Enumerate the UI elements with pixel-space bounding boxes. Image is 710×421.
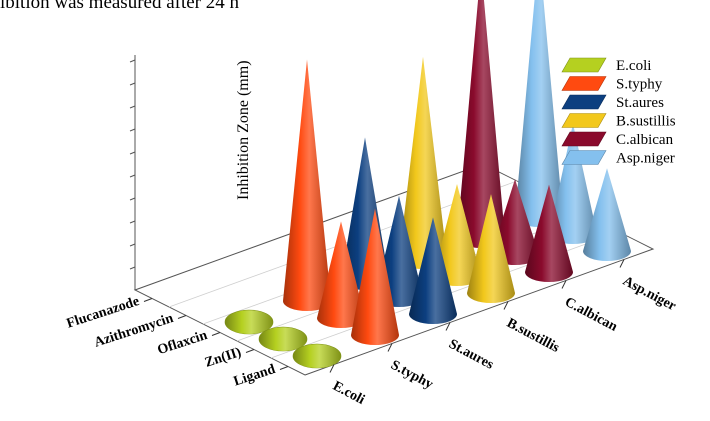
legend-label-s-typhy: S.typhy [616,77,663,93]
x-tick-label-e-coli: E.coli [330,379,367,408]
z-axis-tick [129,59,136,63]
chart-legend: E.coli S.typhy St.aures B.sustillis C.albica… [561,57,676,167]
caption-text: ibition was measured after 24 h [0,0,240,13]
cone-ligand-c-albican [525,184,573,282]
y-tick [177,315,187,319]
legend-swatch-st-aures [561,94,607,110]
cone-oflaxcin-c-albican [457,0,505,248]
y-tick [245,349,255,353]
cone-zn-ii-c-albican [491,179,539,265]
z-axis-tick [129,82,136,86]
x-tick [329,364,335,373]
cones [224,0,631,369]
cone-oflaxcin-e-coli [224,309,274,335]
cone-oflaxcin-s-typhy [283,59,331,311]
z-axis-label: Inhibition Zone (mm) [235,60,252,200]
cone-ligand-asp-niger [583,168,631,261]
cone-ligand-st-aures [409,217,457,324]
legend-label-b-sustillis: B.sustillis [616,114,676,130]
z-axis-tick [129,243,136,247]
legend-swatch-asp-niger [561,150,607,165]
cone-ligand-e-coli [292,343,342,369]
cone-ligand-b-sustillis [467,194,515,303]
y-tick [143,298,153,302]
cone-zn-ii-e-coli [258,326,308,352]
legend-label-c-albican: C.albican [616,132,674,148]
z-axis-tick [129,105,136,109]
z-axis-tick [129,128,136,132]
legend-swatch-e-coli [561,57,607,73]
z-axis-tick [129,174,136,178]
cone-oflaxcin-b-sustillis [399,56,447,269]
x-tick-label-s-typhy: S.typhy [388,358,435,393]
z-axis-tick [129,220,136,224]
x-tick [387,343,393,352]
legend-swatch-b-sustillis [561,113,607,128]
cone-zn-ii-asp-niger [549,123,597,244]
x-tick-label-b-sustillis: B.sustillis [504,316,562,356]
z-axis-tick [129,266,136,270]
y-tick-label-oflaxcin: Oflaxcin [156,328,210,358]
legend-label-st-aures: St.aures [616,95,664,111]
cone-ligand-s-typhy [351,208,399,345]
y-tick [211,332,221,336]
cone-zn-ii-s-typhy [317,221,365,328]
x-tick [619,259,625,268]
z-axis-tick [129,151,136,155]
y-tick-label-ligand: Ligand [232,362,278,390]
legend-swatch-c-albican [561,131,607,147]
cone-oflaxcin-asp-niger [515,0,563,227]
legend-label-asp-niger: Asp.niger [616,151,675,167]
x-tick-label-c-albican: C.albican [562,295,620,335]
x-tick-label-st-aures: St.aures [446,337,496,373]
y-tick [279,366,289,370]
legend-label-e-coli: E.coli [616,58,651,74]
x-tick [503,301,509,310]
z-axis-tick [129,197,136,201]
x-tick [561,280,567,289]
x-tick [445,322,451,331]
x-tick-label-asp-niger: Asp.niger [620,274,678,314]
cone-zn-ii-b-sustillis [433,184,481,286]
legend-swatch-s-typhy [561,76,607,91]
y-tick-label-zn-ii: Zn(II) [203,345,243,371]
